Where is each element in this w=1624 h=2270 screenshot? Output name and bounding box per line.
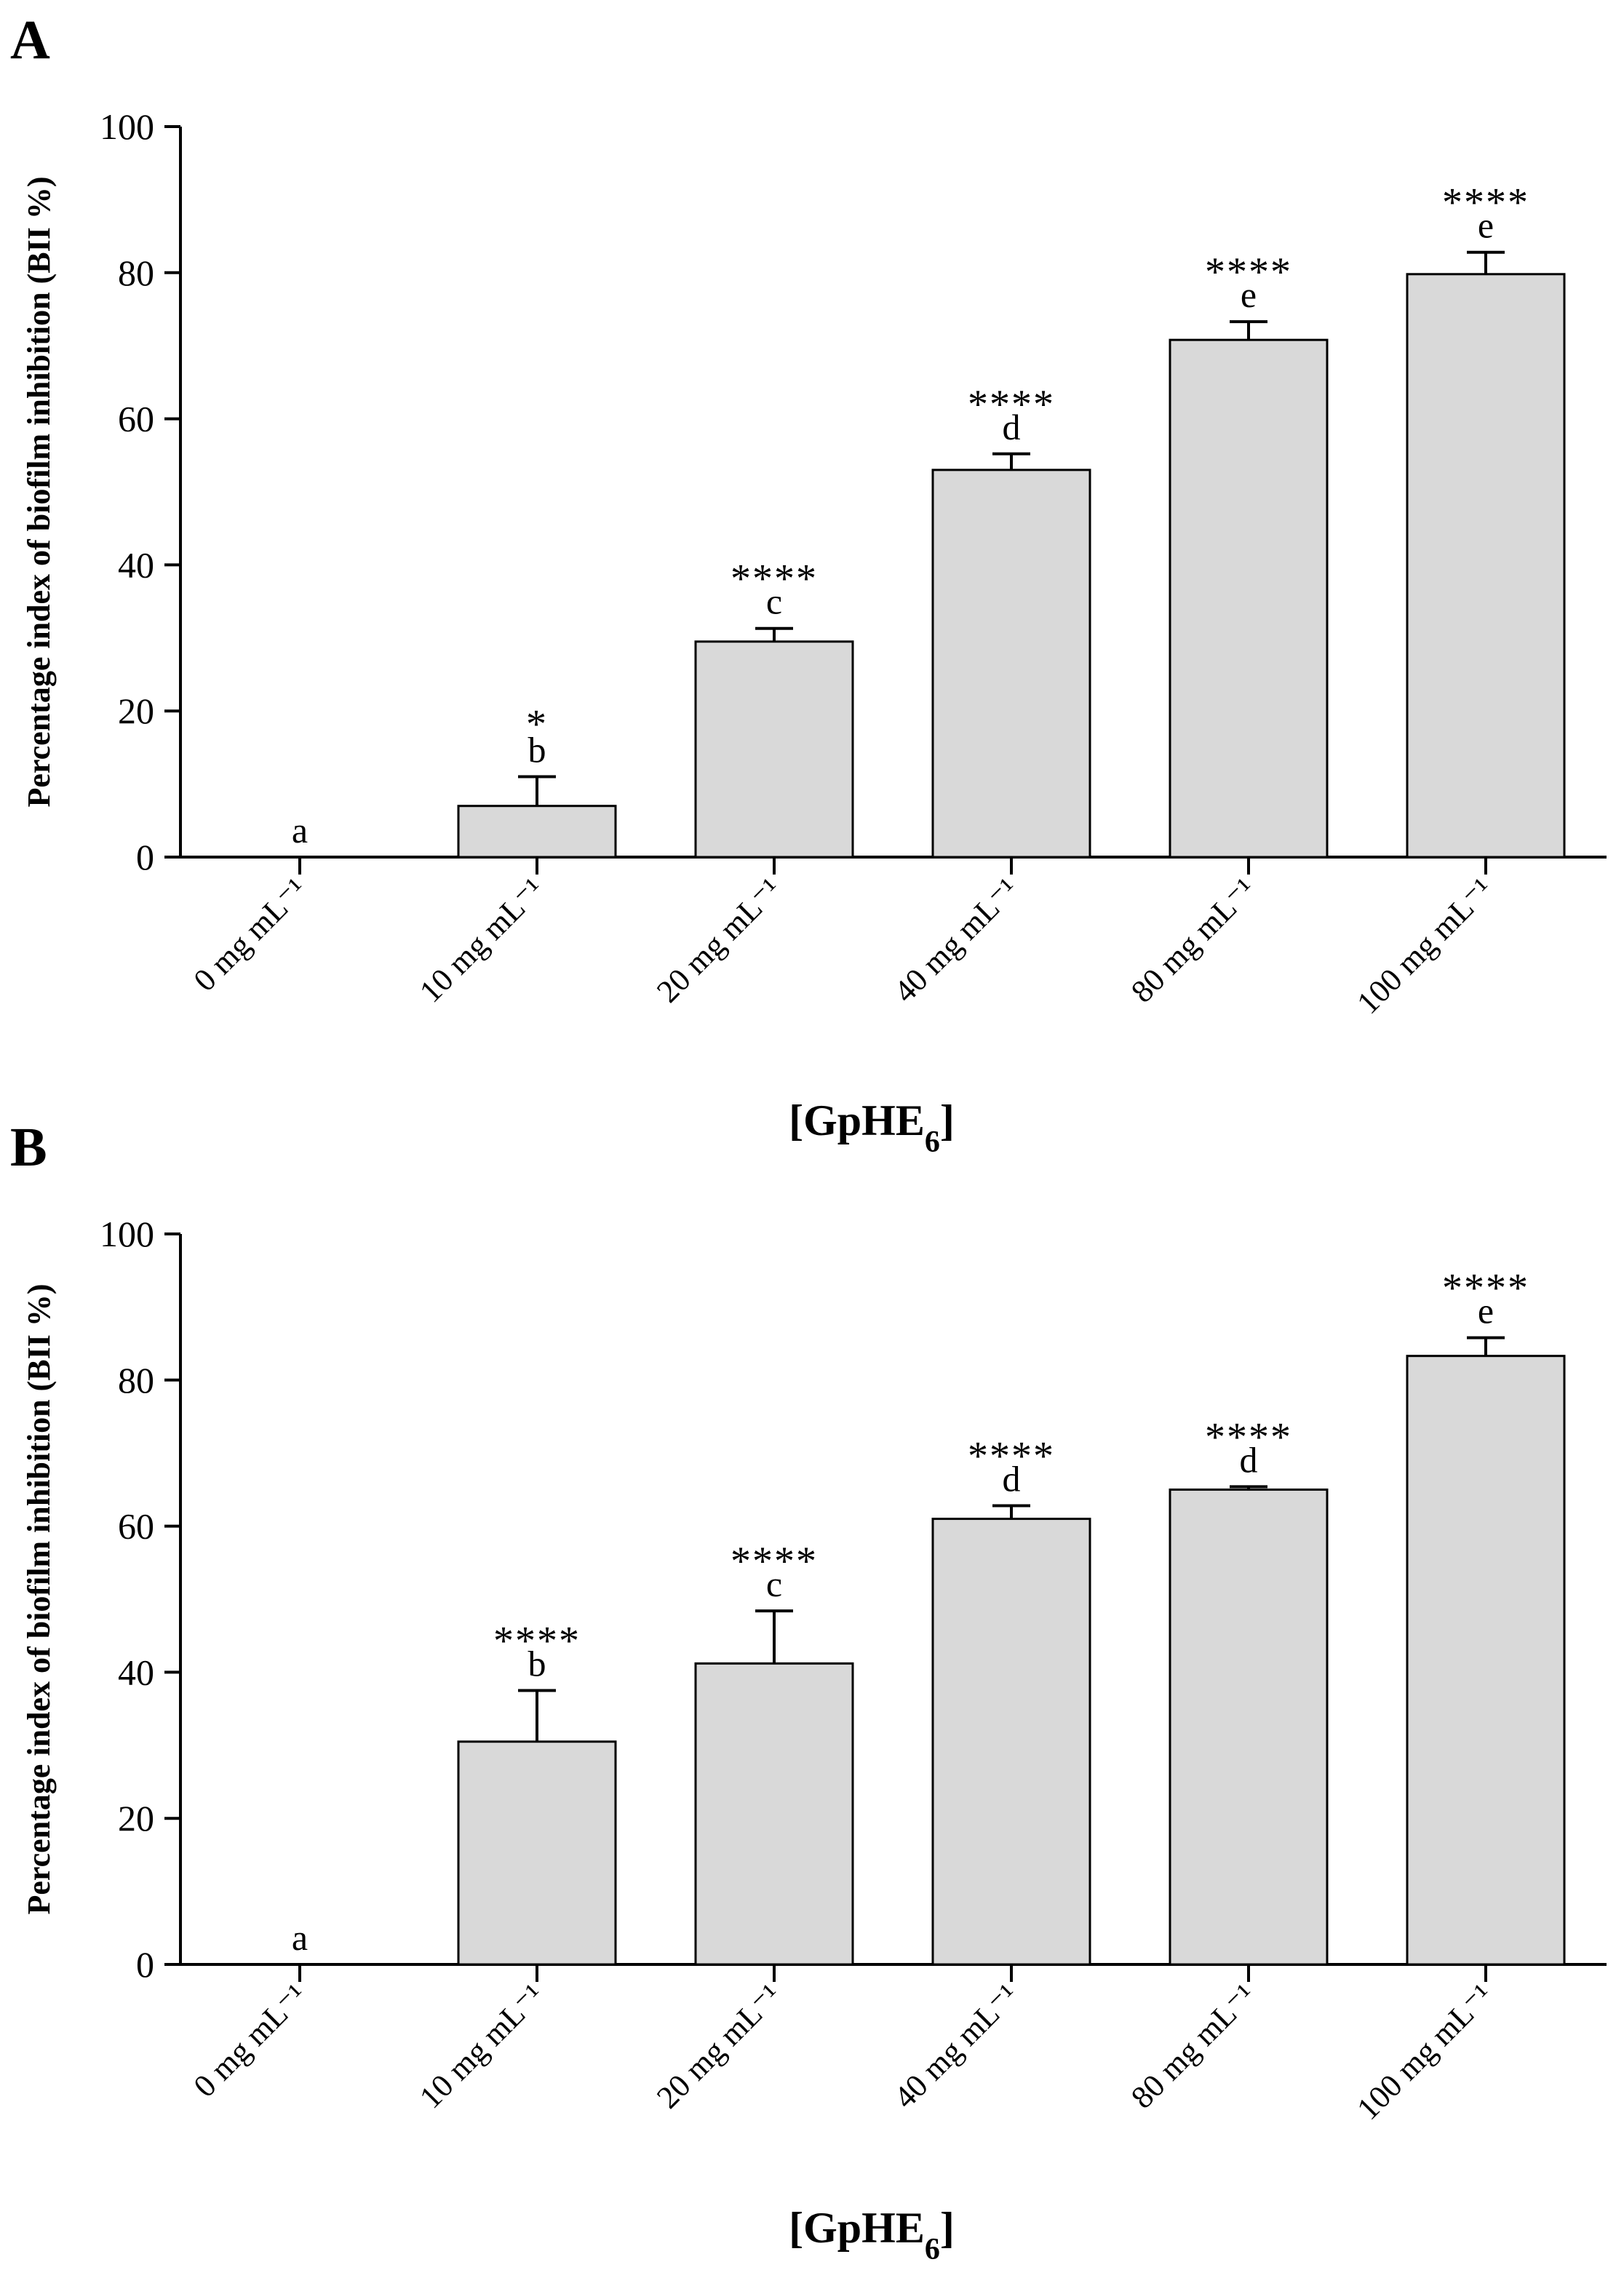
panel-label: A bbox=[10, 9, 50, 71]
significance-letter: e bbox=[1478, 205, 1494, 246]
bar bbox=[457, 1740, 617, 1966]
bar bbox=[694, 640, 854, 859]
x-tick-label: 100 mg mL⁻¹ bbox=[1350, 871, 1500, 1021]
y-tick-label: 20 bbox=[118, 690, 154, 731]
x-tick-label: 80 mg mL⁻¹ bbox=[1124, 871, 1262, 1009]
significance-letter: d bbox=[1003, 1458, 1021, 1499]
x-tick-label: 100 mg mL⁻¹ bbox=[1350, 1977, 1500, 2127]
panel-b: B 0 20 40 60 80 100 Percentage index of biofilm… bbox=[10, 1117, 1607, 2266]
significance-letter: c bbox=[766, 1564, 782, 1604]
significance-stars: **** bbox=[1205, 1414, 1292, 1459]
significance-stars: **** bbox=[1442, 180, 1529, 226]
x-tick-label: 40 mg mL⁻¹ bbox=[887, 871, 1025, 1009]
x-tick-label: 80 mg mL⁻¹ bbox=[1124, 1977, 1262, 2115]
y-tick-label: 0 bbox=[136, 1944, 154, 1985]
x-tick-label: 0 mg mL⁻¹ bbox=[187, 871, 314, 997]
panel-a: A 0 20 40 60 80 100 Percentage index of biofilm… bbox=[10, 9, 1607, 1159]
x-tick-label: 20 mg mL⁻¹ bbox=[650, 871, 788, 1009]
significance-letter: e bbox=[1241, 274, 1257, 315]
significance-stars: **** bbox=[1205, 250, 1292, 295]
significance-letter: a bbox=[292, 1917, 308, 1958]
significance-stars: * bbox=[526, 702, 548, 747]
y-axis-label: Percentage index of biofilm inhibition (… bbox=[21, 177, 57, 808]
significance-stars: **** bbox=[731, 1539, 818, 1584]
y-tick-label: 40 bbox=[118, 1652, 154, 1692]
y-tick-label: 40 bbox=[118, 544, 154, 585]
bar bbox=[1169, 1488, 1329, 1966]
x-axis-label: [GpHE6] bbox=[789, 1096, 955, 1159]
significance-stars: **** bbox=[1442, 1266, 1529, 1311]
y-tick-label: 80 bbox=[118, 1360, 154, 1401]
x-tick-label: 20 mg mL⁻¹ bbox=[650, 1977, 788, 2115]
bar bbox=[457, 805, 617, 859]
bar bbox=[1406, 1355, 1566, 1966]
bar bbox=[931, 469, 1091, 859]
significance-stars: **** bbox=[731, 557, 818, 602]
significance-letter: b bbox=[528, 1644, 546, 1684]
significance-stars: **** bbox=[968, 1433, 1055, 1478]
y-tick-label: 80 bbox=[118, 252, 154, 293]
x-axis-label: [GpHE6] bbox=[789, 2204, 955, 2266]
significance-stars: **** bbox=[968, 382, 1055, 427]
y-tick-label: 60 bbox=[118, 399, 154, 439]
significance-letter: d bbox=[1240, 1439, 1258, 1480]
y-tick-label: 0 bbox=[136, 837, 154, 877]
bar bbox=[1169, 338, 1329, 859]
x-tick-label: 40 mg mL⁻¹ bbox=[887, 1977, 1025, 2115]
y-tick-label: 60 bbox=[118, 1506, 154, 1547]
significance-letter: e bbox=[1478, 1291, 1494, 1331]
x-tick-label: 10 mg mL⁻¹ bbox=[413, 871, 551, 1009]
y-tick-label: 100 bbox=[100, 1214, 154, 1254]
significance-letter: d bbox=[1003, 407, 1021, 447]
significance-letter: b bbox=[528, 730, 546, 770]
bar bbox=[694, 1662, 854, 1966]
bar bbox=[931, 1518, 1091, 1966]
x-tick-label: 10 mg mL⁻¹ bbox=[413, 1977, 551, 2115]
y-tick-label: 20 bbox=[118, 1798, 154, 1839]
significance-stars: **** bbox=[493, 1619, 581, 1664]
panel-label: B bbox=[10, 1117, 47, 1178]
x-tick-label: 0 mg mL⁻¹ bbox=[187, 1977, 314, 2103]
y-axis-label: Percentage index of biofilm inhibition (… bbox=[21, 1284, 57, 1915]
significance-letter: a bbox=[292, 810, 308, 851]
y-tick-label: 100 bbox=[100, 106, 154, 147]
significance-letter: c bbox=[766, 581, 782, 622]
bar bbox=[1406, 273, 1566, 859]
